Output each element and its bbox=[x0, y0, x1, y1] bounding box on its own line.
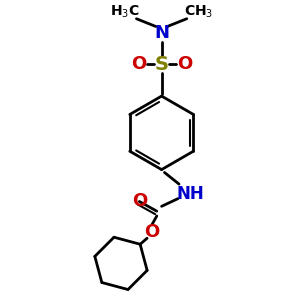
Text: S: S bbox=[154, 55, 169, 74]
Text: H$_3$C: H$_3$C bbox=[110, 4, 140, 20]
Text: O: O bbox=[131, 55, 146, 73]
Text: O: O bbox=[177, 55, 192, 73]
Text: N: N bbox=[154, 24, 169, 42]
Text: O: O bbox=[132, 193, 147, 211]
Text: CH$_3$: CH$_3$ bbox=[184, 4, 213, 20]
Text: NH: NH bbox=[177, 185, 205, 203]
Text: O: O bbox=[144, 224, 160, 242]
